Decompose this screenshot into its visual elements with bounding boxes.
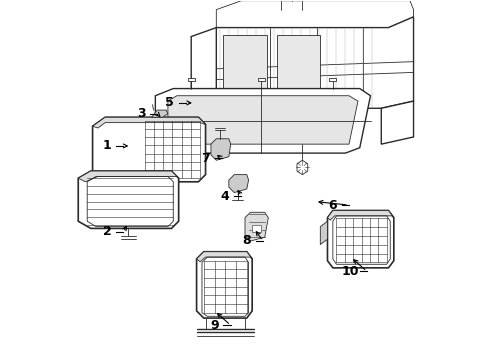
Text: 6: 6 [329, 199, 337, 212]
Polygon shape [277, 35, 320, 98]
Polygon shape [93, 117, 205, 182]
Text: 2: 2 [102, 225, 111, 238]
Polygon shape [216, 17, 414, 108]
Text: 3: 3 [137, 107, 146, 120]
Polygon shape [93, 117, 205, 128]
Polygon shape [223, 35, 267, 98]
Text: 9: 9 [210, 319, 219, 332]
Polygon shape [258, 78, 265, 81]
Polygon shape [155, 89, 370, 153]
Polygon shape [196, 252, 252, 262]
Text: 1: 1 [102, 139, 111, 152]
Polygon shape [252, 225, 261, 232]
Text: 7: 7 [201, 152, 210, 165]
Text: 5: 5 [165, 96, 174, 109]
Polygon shape [211, 139, 231, 160]
Polygon shape [245, 212, 269, 241]
Polygon shape [188, 78, 195, 81]
Polygon shape [152, 110, 168, 117]
Polygon shape [320, 221, 327, 244]
Polygon shape [281, 0, 302, 1]
Polygon shape [196, 252, 252, 318]
Polygon shape [168, 96, 358, 144]
Polygon shape [381, 101, 414, 144]
Polygon shape [329, 78, 337, 81]
Polygon shape [229, 175, 248, 193]
Text: 4: 4 [221, 190, 230, 203]
Text: 8: 8 [243, 234, 251, 247]
Polygon shape [78, 171, 179, 228]
Polygon shape [297, 160, 308, 175]
Polygon shape [327, 211, 394, 220]
Text: 10: 10 [342, 265, 360, 278]
Polygon shape [327, 211, 394, 268]
Polygon shape [78, 171, 179, 182]
Polygon shape [191, 28, 216, 117]
Polygon shape [216, 1, 414, 28]
